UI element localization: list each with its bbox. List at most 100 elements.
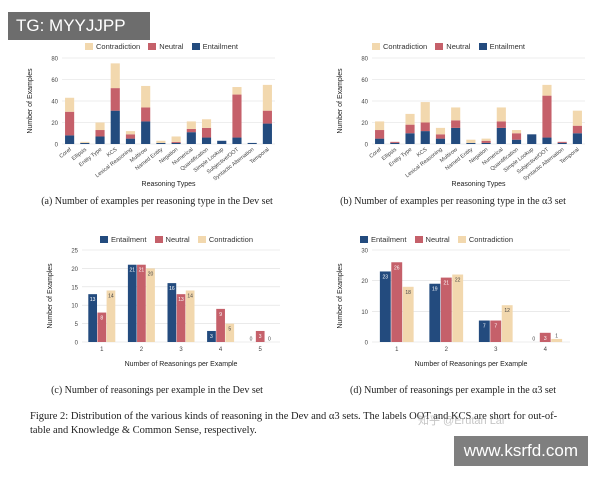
legend-swatch-neutral [414,236,423,243]
bar-entailment [429,283,441,342]
bar-entailment [379,271,391,342]
bar-neutral [176,294,186,342]
bar-segment-contradiction [65,97,75,112]
bar-contradiction [146,268,155,342]
bar-neutral [255,330,265,342]
legend-label: Contradiction [383,42,428,51]
bar-contradiction [225,323,235,342]
x-tick-label: 4 [219,347,223,353]
data-label: 7 [483,324,486,330]
x-tick-label: KCS [416,147,429,159]
bar-segment-contradiction [125,131,136,135]
chart-c-caption: (c) Number of reasonings per example in … [51,385,263,396]
bar-contradiction [402,286,414,342]
y-tick-label: 0 [365,143,369,149]
data-label: 13 [90,297,96,303]
data-label: 21 [139,268,145,274]
bar-segment-neutral [557,141,567,143]
bar-segment-entailment [110,110,120,144]
x-axis-label: Number of Reasonings per Example [125,361,238,368]
data-label: 3 [259,334,262,340]
data-label: 0 [532,337,535,343]
bar-segment-entailment [466,142,476,144]
chart-b-legend: Contradiction Neutral Entailment [372,42,531,52]
y-tick-label: 20 [361,279,368,285]
bar-segment-neutral [420,122,430,132]
bar-segment-neutral [186,128,196,133]
legend-swatch-entailment [360,236,368,243]
y-tick-label: 40 [51,100,58,106]
x-tick-label: 2 [140,347,144,353]
bar-segment-contradiction [171,136,181,142]
data-label: 14 [187,293,193,299]
legend-swatch-neutral [148,43,157,50]
y-tick-label: 20 [71,267,78,273]
bar-segment-neutral [125,134,136,139]
bar-segment-contradiction [572,110,582,126]
bar-neutral [216,308,225,342]
legend-swatch-entailment [100,236,108,243]
legend-label: Contradiction [208,235,254,244]
bar-segment-entailment [232,137,242,144]
chart-a-legend: Contradiction Neutral Entailment [85,42,244,52]
bar-segment-entailment [201,137,212,144]
data-label: 14 [108,293,114,299]
bar-contradiction [452,274,464,342]
bottom-watermark: www.ksrfd.com [453,436,588,466]
bar-segment-contradiction [262,84,272,111]
y-axis-label: Number of Examples [337,68,344,134]
bar-contradiction [551,338,563,342]
data-label: 0 [250,337,253,343]
y-tick-label: 60 [361,78,368,84]
chart-c: 0 5 10 15 20 25 13 8 14 1 21 21 20 2 16 13 14 3 3 9 5 4 0 3 0 5 Nu… [40,232,285,377]
y-tick-label: 20 [51,121,58,127]
legend-swatch-contradiction [372,43,380,50]
bar-neutral [137,264,146,342]
bar-contradiction [106,290,116,342]
data-label: 21 [129,268,135,274]
legend-swatch-neutral [435,43,444,50]
bar-neutral [539,332,551,342]
y-tick-label: 10 [71,304,78,310]
y-tick-label: 40 [361,100,368,106]
bar-segment-neutral [451,120,461,128]
bar-segment-contradiction [466,139,476,143]
x-tick-label: KCS [106,147,119,159]
data-label: 20 [148,271,154,277]
figure-caption: Figure 2: Distribution of the various ki… [30,411,558,436]
bar-entailment [478,320,490,342]
y-tick-label: 80 [51,57,58,63]
y-tick-label: 25 [71,249,78,255]
bar-segment-entailment [247,142,257,144]
legend-label: Neutral [446,42,471,51]
bar-segment-neutral [435,134,446,139]
bar-segment-entailment [171,142,181,144]
data-label: 13 [178,297,184,303]
bar-segment-neutral [110,88,120,111]
bar-segment-contradiction [420,102,430,123]
data-label: 5 [228,327,231,333]
legend-label: Neutral [425,235,450,244]
bar-entailment [88,294,98,342]
x-tick-label: 3 [494,347,498,353]
bar-segment-entailment [125,138,136,144]
bar-segment-contradiction [496,107,506,122]
data-label: 16 [169,286,175,292]
y-tick-label: 20 [361,121,368,127]
bar-segment-contradiction [451,107,461,121]
bar-segment-entailment [405,133,415,144]
top-watermark: TG: MYYJJPP [8,12,150,40]
bar-segment-entailment [141,121,151,144]
data-label: 3 [544,336,547,342]
bar-neutral [440,277,452,342]
bar-segment-entailment [80,142,90,144]
bar-segment-neutral [232,94,242,138]
legend-swatch-entailment [478,43,487,50]
data-label: 21 [443,281,449,287]
legend-label: Entailment [489,42,526,51]
y-tick-label: 0 [365,341,369,347]
bar-neutral [490,320,502,342]
